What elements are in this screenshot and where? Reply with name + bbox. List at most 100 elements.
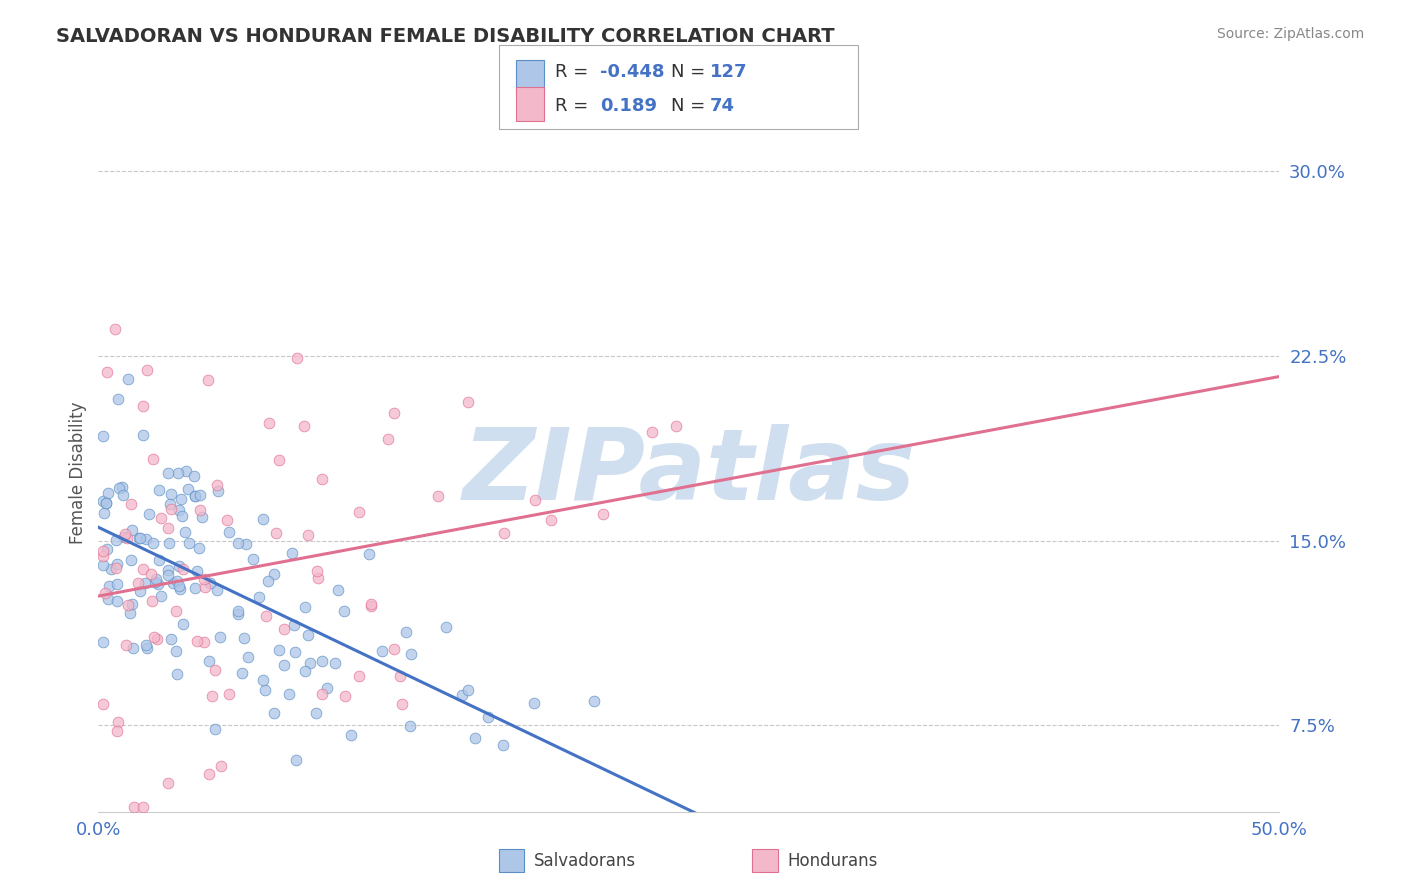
- Text: Salvadorans: Salvadorans: [534, 852, 637, 870]
- Point: [159, 632, 181, 647]
- Point: [198, 655, 221, 669]
- Point: [184, 489, 207, 503]
- Point: [167, 502, 190, 516]
- Point: [281, 546, 304, 560]
- Point: [96, 366, 118, 380]
- Y-axis label: Female Disability: Female Disability: [69, 401, 87, 544]
- Point: [523, 696, 546, 710]
- Point: [121, 597, 143, 611]
- Point: [399, 647, 422, 661]
- Text: ZIPatlas: ZIPatlas: [463, 425, 915, 521]
- Point: [226, 607, 249, 622]
- Point: [294, 418, 316, 433]
- Point: [91, 494, 114, 508]
- Point: [186, 634, 208, 648]
- Point: [226, 536, 249, 550]
- Point: [204, 722, 226, 736]
- Point: [91, 429, 114, 443]
- Point: [124, 799, 146, 814]
- Point: [297, 528, 319, 542]
- Text: -0.448: -0.448: [600, 62, 665, 80]
- Point: [138, 508, 160, 522]
- Point: [97, 485, 120, 500]
- Point: [218, 524, 240, 539]
- Point: [592, 507, 614, 521]
- Point: [316, 681, 339, 696]
- Text: Source: ZipAtlas.com: Source: ZipAtlas.com: [1216, 27, 1364, 41]
- Point: [382, 406, 405, 420]
- Point: [395, 625, 418, 640]
- Point: [170, 492, 193, 507]
- Point: [263, 567, 285, 582]
- Point: [134, 575, 156, 590]
- Point: [335, 690, 357, 704]
- Point: [173, 524, 195, 539]
- Point: [207, 477, 229, 491]
- Point: [273, 658, 295, 673]
- Text: R =: R =: [555, 62, 589, 80]
- Point: [323, 656, 346, 670]
- Point: [156, 466, 179, 480]
- Point: [183, 489, 205, 503]
- Point: [311, 687, 333, 701]
- Point: [143, 574, 166, 589]
- Point: [226, 604, 249, 618]
- Point: [183, 581, 205, 595]
- Point: [97, 591, 120, 606]
- Point: [389, 669, 412, 683]
- Point: [135, 638, 157, 652]
- Point: [145, 572, 167, 586]
- Point: [254, 683, 277, 698]
- Point: [377, 432, 399, 446]
- Text: 74: 74: [710, 97, 735, 115]
- Text: 127: 127: [710, 62, 748, 80]
- Text: N =: N =: [671, 97, 704, 115]
- Point: [641, 425, 664, 440]
- Point: [105, 577, 128, 591]
- Point: [451, 688, 474, 702]
- Point: [177, 535, 200, 549]
- Point: [157, 563, 180, 577]
- Point: [132, 399, 155, 413]
- Point: [434, 620, 457, 634]
- Point: [157, 568, 180, 582]
- Point: [120, 497, 142, 511]
- Point: [207, 483, 229, 498]
- Point: [285, 753, 308, 767]
- Point: [157, 535, 180, 549]
- Point: [150, 511, 173, 525]
- Point: [105, 533, 128, 548]
- Point: [209, 759, 232, 773]
- Point: [128, 531, 150, 545]
- Point: [167, 579, 190, 593]
- Point: [160, 502, 183, 516]
- Point: [127, 576, 149, 591]
- Point: [218, 687, 240, 701]
- Point: [107, 714, 129, 729]
- Point: [215, 513, 238, 527]
- Text: R =: R =: [555, 97, 589, 115]
- Point: [105, 557, 128, 571]
- Point: [96, 541, 118, 556]
- Point: [193, 635, 215, 649]
- Point: [142, 630, 165, 644]
- Point: [256, 574, 278, 589]
- Point: [391, 697, 413, 711]
- Point: [111, 480, 134, 494]
- Point: [464, 731, 486, 745]
- Point: [208, 630, 231, 644]
- Point: [112, 530, 135, 544]
- Point: [97, 579, 120, 593]
- Point: [160, 487, 183, 501]
- Point: [111, 488, 134, 502]
- Point: [254, 609, 277, 624]
- Point: [305, 706, 328, 720]
- Point: [174, 464, 197, 478]
- Point: [457, 395, 479, 409]
- Point: [267, 452, 290, 467]
- Point: [264, 525, 287, 540]
- Point: [132, 799, 155, 814]
- Point: [132, 562, 155, 576]
- Point: [190, 503, 212, 517]
- Point: [540, 513, 562, 527]
